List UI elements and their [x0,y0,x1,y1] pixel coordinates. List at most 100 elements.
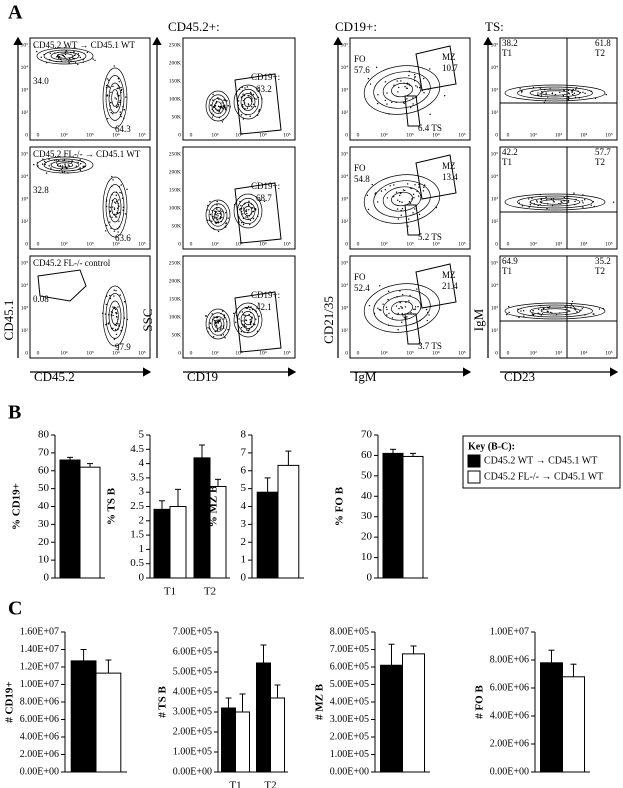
event-dot [209,200,211,203]
contour [105,184,125,230]
event-dot [399,200,401,203]
legend-title: Key (B-C): [468,441,515,452]
event-dot [404,306,407,308]
x-tick-label: 10² [380,350,388,356]
event-dot [553,201,555,203]
event-dot [391,317,394,319]
x-tick-label: T2 [204,586,216,598]
y-tick-label: 10³ [21,305,29,311]
event-dot [117,349,119,351]
event-dot [115,311,117,314]
event-dot [77,161,79,164]
event-dot [417,195,420,197]
event-dot [246,307,249,309]
gate-label: FO [354,163,366,173]
y-tick-label: 10² [21,219,29,225]
y-tick-label: 6.00E+05 [330,661,369,672]
contour [211,316,225,332]
event-dot [240,114,243,116]
event-dot [224,212,227,214]
event-dot [612,201,615,203]
event-dot [209,213,212,216]
contour [105,293,125,339]
y-axis-label: CD21/35 [321,296,336,344]
x-tick-label: 10³ [235,241,243,247]
event-dot [387,298,389,301]
y-tick-label: 20 [361,531,373,543]
y-tick-label: 5 [139,429,145,441]
event-dot [425,308,428,311]
event-dot [117,306,119,308]
gate-label: MZ [442,161,456,171]
event-dot [246,216,249,218]
contour [205,308,231,340]
y-tick-label: 10⁴ [491,174,499,180]
event-dot [105,324,107,326]
event-dot [412,212,414,214]
x-tick-label: 10⁴ [259,350,267,356]
event-dot [518,316,520,319]
x-tick-label: 10³ [406,241,414,247]
event-dot [246,86,249,88]
x-tick-label: T1 [164,586,176,598]
event-dot [120,86,122,89]
event-dot [207,219,209,221]
y-tick-label: 0 [44,572,50,584]
y-tick-label: 4.00E+05 [173,686,212,697]
bar [169,506,187,579]
contour [373,289,431,327]
event-dot [111,216,113,219]
event-dot [227,105,230,107]
gate-label: 35.2 [595,256,611,266]
y-tick-label: 1.00E+07 [490,626,529,637]
event-dot [582,206,584,208]
y-tick-label: 20 [38,536,50,548]
y-tick-label: 0.00E+00 [490,766,529,777]
y-tick-label: 3.00E+05 [330,714,369,725]
event-dot [65,50,67,52]
event-dot [252,207,254,209]
event-dot [241,86,243,89]
contour [50,51,80,61]
event-dot [110,102,112,104]
event-dot [399,301,401,304]
event-dot [248,209,250,211]
contour [540,199,570,205]
event-dot [385,306,388,309]
contour [56,53,74,59]
y-tick-label: 200K [169,278,181,284]
y-tick-label: 10³ [341,305,349,311]
contour [529,88,581,98]
event-dot [562,95,565,97]
x-tick-label: 10³ [406,132,414,138]
x-tick-label: 10⁴ [432,241,440,247]
event-dot [536,200,538,202]
y-axis-label: # TS B [157,686,169,718]
y-axis-label: % CD19+ [11,483,23,530]
event-dot [404,86,406,88]
y-tick-label: 10 [38,554,50,566]
gate-label: T1 [502,48,512,58]
event-dot [115,289,117,292]
event-dot [217,230,220,233]
event-dot [520,310,522,312]
y-tick-label: 10⁴ [341,174,349,180]
contour [373,71,431,109]
event-dot [540,94,543,96]
event-dot [242,93,244,95]
y-tick-label: 10² [21,110,29,116]
x-tick-label: 0 [507,241,510,247]
event-dot [413,308,415,311]
y-tick-label: 50K [172,332,182,338]
gate [415,45,457,91]
event-dot [115,216,118,218]
event-dot [245,209,248,211]
event-dot [538,308,540,310]
event-dot [605,93,607,96]
event-dot [36,50,38,53]
event-dot [242,223,245,226]
y-tick-label: 200K [169,60,181,66]
event-dot [61,54,63,57]
y-tick-label: 3.5 [130,471,144,483]
x-tick-label: 10⁵ [605,241,613,247]
